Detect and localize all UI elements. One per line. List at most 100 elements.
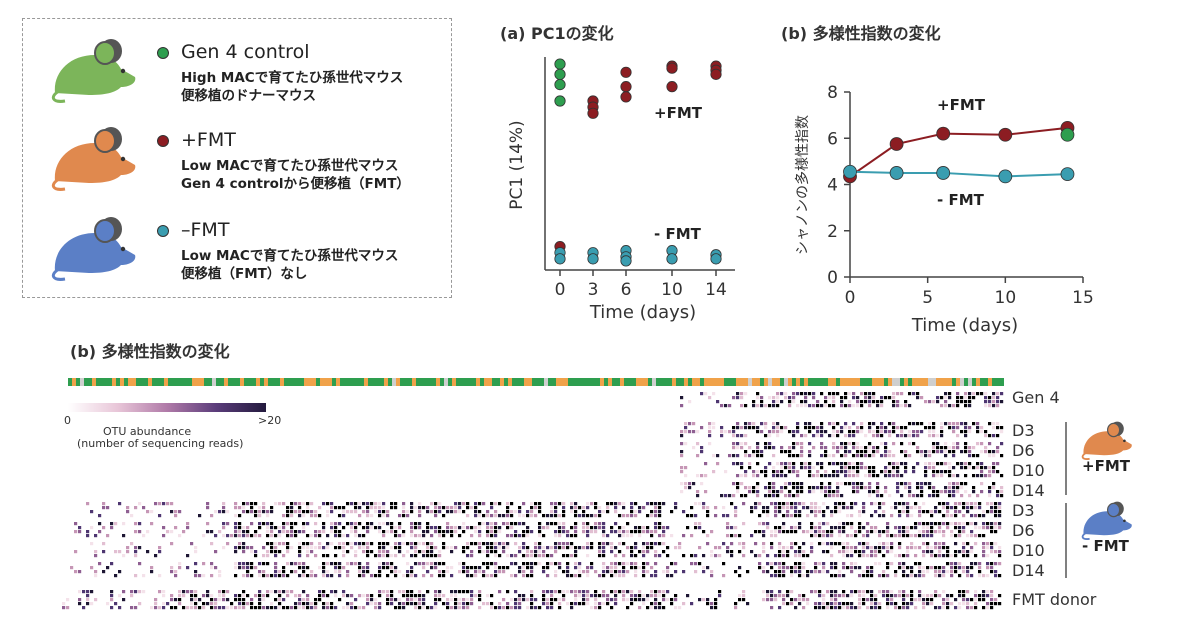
heatmap-cell bbox=[768, 490, 772, 494]
heatmap-cell bbox=[898, 514, 902, 518]
heatmap-cell bbox=[494, 514, 498, 518]
heatmap-cell bbox=[618, 526, 622, 530]
heatmap-cell bbox=[908, 490, 912, 494]
heatmap-cell bbox=[450, 550, 454, 554]
heatmap-cell bbox=[82, 606, 86, 610]
heatmap-cell bbox=[298, 530, 302, 534]
heatmap-cell bbox=[410, 598, 414, 602]
heatmap-cell bbox=[706, 534, 710, 538]
legend-name: –FMT bbox=[181, 219, 230, 241]
heatmap-cell bbox=[852, 454, 856, 458]
heatmap-cell bbox=[330, 526, 334, 530]
heatmap-cell bbox=[310, 602, 314, 606]
annotation-minus-fmt: - FMT bbox=[937, 191, 985, 209]
heatmap-cell bbox=[454, 506, 458, 510]
heatmap-cell bbox=[398, 590, 402, 594]
heatmap-cell bbox=[872, 396, 876, 400]
mouse-icon bbox=[1081, 421, 1132, 460]
sample-color-bar-cell bbox=[192, 378, 196, 386]
heatmap-cell bbox=[298, 502, 302, 506]
heatmap-cell bbox=[622, 526, 626, 530]
heatmap-cell bbox=[798, 598, 802, 602]
sample-color-bar-cell bbox=[716, 378, 720, 386]
heatmap-cell bbox=[306, 506, 310, 510]
sample-color-bar-cell bbox=[172, 378, 176, 386]
heatmap-cell bbox=[282, 554, 286, 558]
heatmap-cell bbox=[990, 550, 994, 554]
heatmap-cell bbox=[574, 534, 578, 538]
heatmap-cell bbox=[274, 570, 278, 574]
heatmap-cell bbox=[910, 574, 914, 578]
heatmap-cell bbox=[884, 454, 888, 458]
heatmap-cell bbox=[892, 474, 896, 478]
sample-color-bar-cell bbox=[288, 378, 292, 386]
heatmap-cell bbox=[390, 546, 394, 550]
sample-color-bar-cell bbox=[856, 378, 860, 386]
heatmap-cell bbox=[482, 522, 486, 526]
heatmap-cell bbox=[350, 526, 354, 530]
heatmap-cell bbox=[768, 442, 772, 446]
heatmap-cell bbox=[852, 470, 856, 474]
heatmap-cell bbox=[546, 574, 550, 578]
heatmap-cell bbox=[354, 534, 358, 538]
heatmap-cell bbox=[738, 534, 742, 538]
heatmap-cell bbox=[790, 570, 794, 574]
heatmap-cell bbox=[984, 404, 988, 408]
heatmap-cell bbox=[786, 550, 790, 554]
heatmap-cell bbox=[350, 502, 354, 506]
heatmap-cell bbox=[266, 554, 270, 558]
heatmap-cell bbox=[824, 454, 828, 458]
annotation-minus-fmt: - FMT bbox=[654, 225, 702, 243]
heatmap-cell bbox=[982, 510, 986, 514]
heatmap-cell bbox=[554, 570, 558, 574]
heatmap-cell bbox=[912, 442, 916, 446]
heatmap-cell bbox=[486, 526, 490, 530]
heatmap-cell bbox=[966, 606, 970, 610]
legend-desc-line1: Low MACで育てたひ孫世代マウス bbox=[181, 158, 399, 174]
heatmap-cell bbox=[828, 482, 832, 486]
heatmap-cell bbox=[590, 526, 594, 530]
heatmap-cell bbox=[842, 502, 846, 506]
heatmap-cell bbox=[506, 546, 510, 550]
heatmap-cell bbox=[830, 598, 834, 602]
sample-color-bar-cell bbox=[128, 378, 132, 386]
sample-color-bar-cell bbox=[480, 378, 484, 386]
heatmap-cell bbox=[996, 396, 1000, 400]
heatmap-cell bbox=[366, 530, 370, 534]
legend-dot bbox=[157, 47, 169, 59]
heatmap-cell bbox=[202, 606, 206, 610]
heatmap-cell bbox=[970, 530, 974, 534]
heatmap-cell bbox=[474, 570, 478, 574]
heatmap-cell bbox=[952, 426, 956, 430]
heatmap-cell bbox=[914, 562, 918, 566]
sample-color-bar-cell bbox=[588, 378, 592, 386]
sample-color-bar-cell bbox=[884, 378, 888, 386]
heatmap-cell bbox=[842, 550, 846, 554]
heatmap-cell bbox=[780, 400, 784, 404]
heatmap-cell bbox=[410, 530, 414, 534]
heatmap-cell bbox=[980, 392, 984, 396]
heatmap-cell bbox=[732, 426, 736, 430]
heatmap-cell bbox=[856, 450, 860, 454]
heatmap-cell bbox=[830, 514, 834, 518]
heatmap-cell bbox=[382, 514, 386, 518]
mouse-eye bbox=[120, 68, 126, 74]
heatmap-cell bbox=[688, 430, 692, 434]
heatmap-cell bbox=[878, 546, 882, 550]
heatmap-cell bbox=[414, 602, 418, 606]
heatmap-cell bbox=[486, 522, 490, 526]
heatmap-cell bbox=[984, 396, 988, 400]
sample-color-bar-cell bbox=[652, 378, 656, 386]
heatmap-cell bbox=[804, 426, 808, 430]
heatmap-cell bbox=[736, 462, 740, 466]
heatmap-cell bbox=[466, 542, 470, 546]
heatmap-cell bbox=[852, 404, 856, 408]
heatmap-cell bbox=[154, 502, 158, 506]
heatmap-cell bbox=[876, 404, 880, 408]
heatmap-cell bbox=[490, 502, 494, 506]
series-point bbox=[998, 169, 1013, 184]
heatmap-cell bbox=[822, 534, 826, 538]
heatmap-cell bbox=[470, 554, 474, 558]
heatmap-cell bbox=[130, 514, 134, 518]
heatmap-cell bbox=[122, 534, 126, 538]
